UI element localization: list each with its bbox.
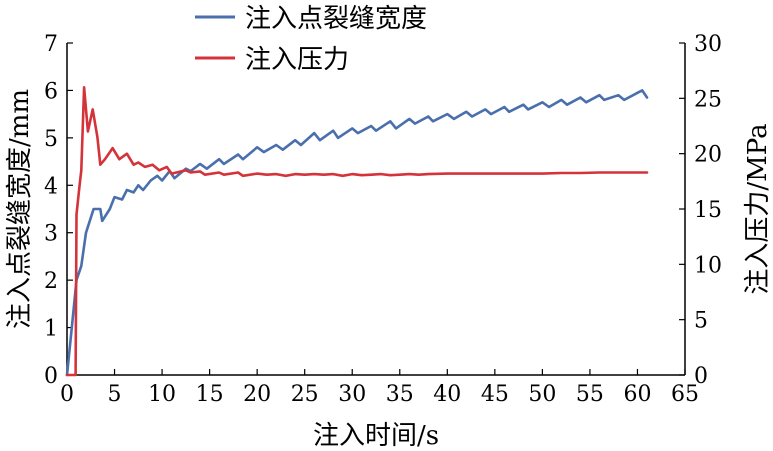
x-tick-label: 5 <box>108 382 122 407</box>
series-layer <box>65 86 649 377</box>
y-left-tick-label: 3 <box>44 222 58 247</box>
y-right-tick-label: 25 <box>694 87 722 112</box>
x-axis-label: 注入时间/s <box>313 421 439 451</box>
series-line-injection-pressure <box>65 86 649 377</box>
series-line-crack-width <box>65 89 649 377</box>
y-left-tick-label: 6 <box>44 79 58 104</box>
y-right-tick-label: 20 <box>694 143 722 168</box>
x-tick-label: 20 <box>243 382 271 407</box>
y-left-tick-label: 1 <box>44 317 58 342</box>
y-right-tick-label: 30 <box>694 32 722 57</box>
x-tick-label: 60 <box>623 382 651 407</box>
x-tick-label: 45 <box>481 382 509 407</box>
x-tick-label: 50 <box>528 382 556 407</box>
x-tick-label: 40 <box>433 382 461 407</box>
x-tick-label: 15 <box>196 382 224 407</box>
y-left-tick-label: 4 <box>44 174 58 199</box>
y-right-tick-label: 0 <box>694 364 708 389</box>
x-tick-label: 10 <box>148 382 176 407</box>
legend-label-pressure: 注入压力 <box>245 45 349 75</box>
y-right-tick-label: 10 <box>694 253 722 278</box>
y-axis-right-label: 注入压力/MPa <box>743 123 773 294</box>
y-left-tick-label: 5 <box>44 127 58 152</box>
y-right-tick-label: 15 <box>694 198 722 223</box>
y-left-tick-label: 7 <box>44 32 58 57</box>
x-tick-label: 65 <box>671 382 699 407</box>
legend-label-width: 注入点裂缝宽度 <box>245 4 427 34</box>
x-tick-label: 25 <box>291 382 319 407</box>
y-left-tick-label: 2 <box>44 269 58 294</box>
x-tick-label: 55 <box>576 382 604 407</box>
y-left-tick-label: 0 <box>44 364 58 389</box>
y-axis-left-label: 注入点裂缝宽度/mm <box>5 89 35 329</box>
axes <box>66 43 686 376</box>
y-right-ticks: 0 5 10 15 20 25 30 <box>679 32 722 389</box>
y-left-ticks: 0 1 2 3 4 5 6 7 <box>44 32 73 389</box>
x-tick-label: 0 <box>60 382 74 407</box>
x-tick-label: 30 <box>338 382 366 407</box>
x-ticks: 0 5 10 15 20 25 30 35 40 45 50 55 60 65 <box>60 369 699 407</box>
x-tick-label: 35 <box>386 382 414 407</box>
y-right-tick-label: 5 <box>694 309 708 334</box>
legend: 注入点裂缝宽度 注入压力 <box>195 4 427 75</box>
